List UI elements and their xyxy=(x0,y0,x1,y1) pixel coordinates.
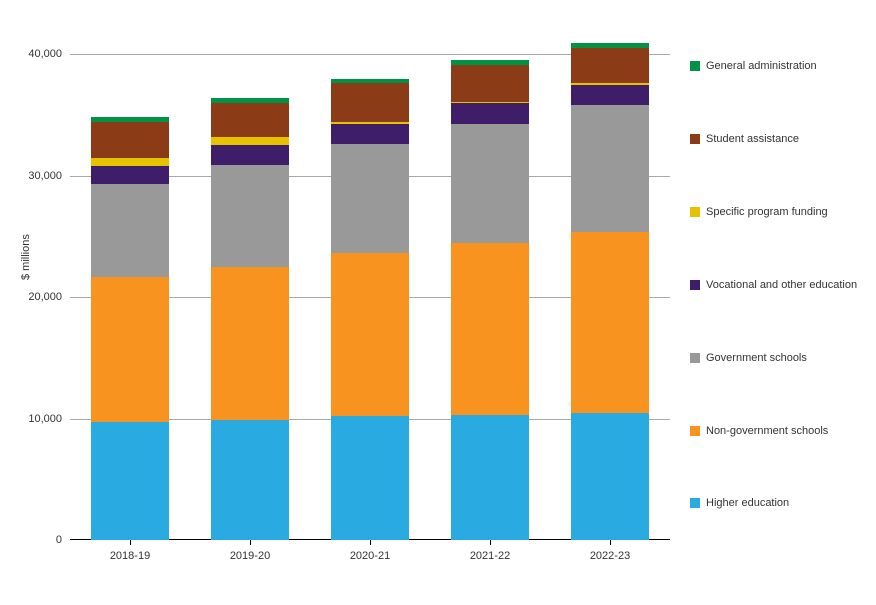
x-tick-mark xyxy=(610,540,611,545)
bar-segment-student_assistance xyxy=(91,122,169,157)
bar-segment-higher_education xyxy=(331,416,409,540)
bar-segment-government_schools xyxy=(571,105,649,231)
bar-group xyxy=(451,30,529,540)
legend-label: Government schools xyxy=(706,352,807,364)
bar-segment-government_schools xyxy=(451,124,529,243)
bar-segment-non_government_schools xyxy=(91,277,169,423)
bar-group xyxy=(91,30,169,540)
legend-item-non_government_schools: Non-government schools xyxy=(690,425,870,437)
bar-segment-vocational xyxy=(211,145,289,164)
legend-label: Specific program funding xyxy=(706,206,828,218)
legend-swatch xyxy=(690,353,700,363)
y-tick-label: 20,000 xyxy=(0,291,62,303)
chart-container: $ millions 0 10,000 20,000 30,000 40,000 Gen… xyxy=(0,0,876,605)
y-tick-label: 0 xyxy=(0,534,62,546)
x-tick-label: 2019-20 xyxy=(230,550,270,562)
bar-segment-general_admin xyxy=(331,79,409,84)
legend-swatch xyxy=(690,280,700,290)
bar-segment-specific_program xyxy=(451,102,529,103)
bar-segment-non_government_schools xyxy=(331,253,409,416)
bar-segment-non_government_schools xyxy=(571,232,649,413)
x-tick-label: 2020-21 xyxy=(350,550,390,562)
bar-segment-student_assistance xyxy=(331,83,409,122)
x-tick-mark xyxy=(250,540,251,545)
legend-label: Student assistance xyxy=(706,133,799,145)
x-tick-label: 2022-23 xyxy=(590,550,630,562)
plot-area xyxy=(70,30,670,540)
bar-segment-higher_education xyxy=(91,422,169,540)
bar-segment-vocational xyxy=(451,103,529,124)
bar-segment-specific_program xyxy=(331,122,409,123)
bar-group xyxy=(571,30,649,540)
bar-segment-higher_education xyxy=(571,413,649,541)
bar-group xyxy=(211,30,289,540)
bar-segment-general_admin xyxy=(211,98,289,103)
plot xyxy=(70,30,670,540)
bar-segment-general_admin xyxy=(571,43,649,48)
legend-item-government_schools: Government schools xyxy=(690,352,870,364)
legend-label: Higher education xyxy=(706,497,789,509)
legend-label: General administration xyxy=(706,60,817,72)
bar-segment-student_assistance xyxy=(211,103,289,137)
legend-item-specific_program: Specific program funding xyxy=(690,206,870,218)
legend-swatch xyxy=(690,207,700,217)
legend-item-vocational: Vocational and other education xyxy=(690,279,870,291)
bar-segment-specific_program xyxy=(571,83,649,84)
bar-segment-non_government_schools xyxy=(451,243,529,415)
x-tick-mark xyxy=(370,540,371,545)
legend-label: Non-government schools xyxy=(706,425,828,437)
legend-swatch xyxy=(690,61,700,71)
bar-segment-student_assistance xyxy=(451,65,529,101)
bar-segment-vocational xyxy=(91,166,169,184)
bar-segment-government_schools xyxy=(211,165,289,267)
bar-segment-higher_education xyxy=(451,415,529,540)
bar-segment-government_schools xyxy=(91,184,169,276)
bar-group xyxy=(331,30,409,540)
y-tick-label: 40,000 xyxy=(0,48,62,60)
bar-segment-student_assistance xyxy=(571,48,649,83)
x-tick-mark xyxy=(490,540,491,545)
bar-segment-general_admin xyxy=(91,117,169,122)
legend-item-general_admin: General administration xyxy=(690,60,870,72)
bar-segment-specific_program xyxy=(91,158,169,167)
y-tick-label: 30,000 xyxy=(0,170,62,182)
legend-swatch xyxy=(690,426,700,436)
legend: General administration Student assistance… xyxy=(690,30,870,540)
y-axis-label: $ millions xyxy=(20,234,32,280)
bar-segment-higher_education xyxy=(211,420,289,540)
bar-segment-vocational xyxy=(571,85,649,106)
bar-segment-general_admin xyxy=(451,60,529,65)
legend-item-student_assistance: Student assistance xyxy=(690,133,870,145)
x-tick-label: 2021-22 xyxy=(470,550,510,562)
y-tick-label: 10,000 xyxy=(0,413,62,425)
x-tick-mark xyxy=(130,540,131,545)
bar-segment-vocational xyxy=(331,124,409,145)
bar-segment-government_schools xyxy=(331,144,409,253)
legend-label: Vocational and other education xyxy=(706,279,857,291)
legend-swatch xyxy=(690,134,700,144)
legend-item-higher_education: Higher education xyxy=(690,497,870,509)
bar-segment-non_government_schools xyxy=(211,267,289,420)
legend-swatch xyxy=(690,498,700,508)
bar-segment-specific_program xyxy=(211,137,289,146)
x-tick-label: 2018-19 xyxy=(110,550,150,562)
